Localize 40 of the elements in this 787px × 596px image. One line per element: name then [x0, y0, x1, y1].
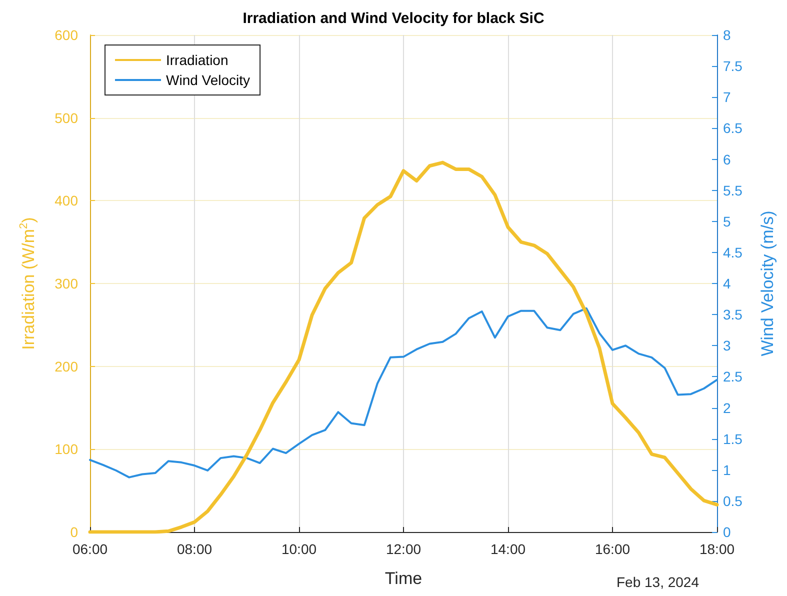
x-tick-label: 14:00 [490, 541, 526, 557]
y2-tick-label: 7 [723, 89, 731, 106]
y-tick-label: 400 [54, 192, 78, 209]
y-tick-label: 500 [54, 110, 78, 126]
y2-tick-label: 3.5 [723, 306, 743, 323]
y2-axis-title: Wind Velocity (m/s) [758, 210, 777, 356]
legend-label: Irradiation [166, 52, 228, 68]
y2-tick-label: 2 [723, 400, 731, 416]
y2-tick-label: 4.5 [723, 244, 743, 260]
y2-tick-label: 1.5 [723, 430, 743, 447]
y2-tick-label: 5 [723, 213, 731, 230]
y2-tick-label: 5.5 [723, 182, 743, 198]
y2-tick-label: 6.5 [723, 120, 743, 136]
y-tick-label: 600 [54, 27, 78, 43]
y2-tick-label: 1 [723, 462, 731, 478]
y2-tick-label: 0.5 [723, 492, 743, 509]
line-series [88, 160, 719, 534]
text: Feb 13, 2024 [616, 574, 700, 590]
y2-tick-label: 0 [723, 524, 731, 540]
y2-tick-label: 2.5 [723, 368, 743, 385]
y2-tick-label: 7.5 [723, 58, 743, 74]
x-tick-label: 08:00 [176, 541, 212, 557]
x-tick-label: 06:00 [72, 541, 108, 557]
x-axis-title: Time [384, 569, 422, 588]
line-series [89, 307, 718, 478]
y2-tick-label: 3 [723, 338, 731, 354]
y2-tick-label: 6 [723, 151, 731, 168]
legend-label: Wind Velocity [166, 72, 250, 88]
y-tick-label: 0 [70, 524, 78, 540]
y-tick-label: 100 [54, 441, 78, 458]
x-tick-label: 12:00 [386, 541, 422, 557]
y-tick-label: 200 [54, 358, 78, 374]
x-tick-label: 18:00 [699, 541, 735, 557]
y-tick-label: 300 [54, 276, 78, 292]
y2-tick-label: 8 [723, 27, 731, 43]
y-axis-title: Irradiation (W/m2) [18, 217, 38, 350]
chart-title: Irradiation and Wind Velocity for black SiC [242, 10, 544, 27]
x-tick-label: 10:00 [281, 541, 317, 557]
x-tick-label: 16:00 [594, 541, 630, 557]
y2-tick-label: 4 [723, 276, 731, 292]
